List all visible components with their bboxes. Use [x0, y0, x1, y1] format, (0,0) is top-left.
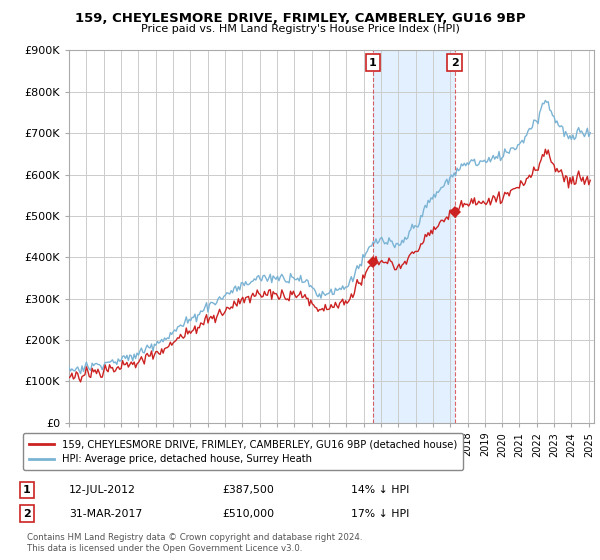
Text: 159, CHEYLESMORE DRIVE, FRIMLEY, CAMBERLEY, GU16 9BP: 159, CHEYLESMORE DRIVE, FRIMLEY, CAMBERL…	[74, 12, 526, 25]
Text: £387,500: £387,500	[222, 485, 274, 495]
Text: Price paid vs. HM Land Registry's House Price Index (HPI): Price paid vs. HM Land Registry's House …	[140, 24, 460, 34]
Text: 12-JUL-2012: 12-JUL-2012	[69, 485, 136, 495]
Text: 2: 2	[451, 58, 458, 68]
Text: 14% ↓ HPI: 14% ↓ HPI	[351, 485, 409, 495]
Bar	[373, 50, 455, 423]
Text: 31-MAR-2017: 31-MAR-2017	[69, 508, 142, 519]
Text: 1: 1	[369, 58, 377, 68]
Text: 1: 1	[23, 485, 31, 495]
Text: 2: 2	[23, 508, 31, 519]
Text: Contains HM Land Registry data © Crown copyright and database right 2024.
This d: Contains HM Land Registry data © Crown c…	[27, 533, 362, 553]
Legend: 159, CHEYLESMORE DRIVE, FRIMLEY, CAMBERLEY, GU16 9BP (detached house), HPI: Aver: 159, CHEYLESMORE DRIVE, FRIMLEY, CAMBERL…	[23, 433, 463, 470]
Text: £510,000: £510,000	[222, 508, 274, 519]
Text: 17% ↓ HPI: 17% ↓ HPI	[351, 508, 409, 519]
